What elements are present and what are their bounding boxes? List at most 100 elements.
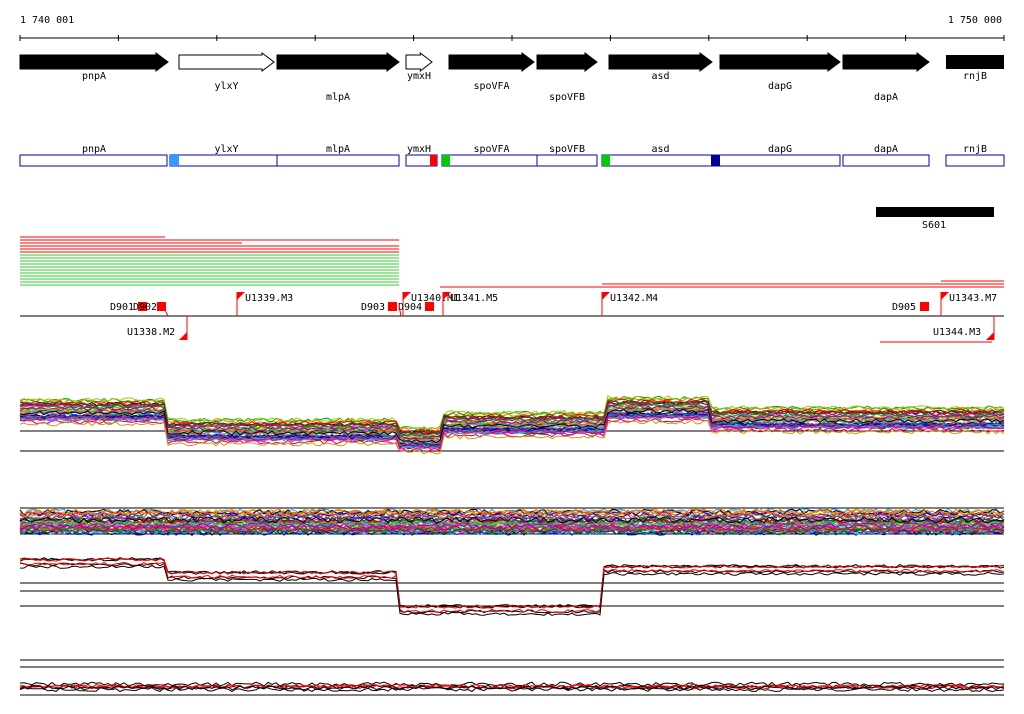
- gene-bar-label: dapG: [768, 144, 792, 155]
- gene-arrow-pnpA[interactable]: pnpA: [19, 52, 169, 82]
- expression-profile-line: [19, 399, 1005, 435]
- gene-arrow-spoVFB[interactable]: spoVFB: [536, 52, 598, 103]
- downshift-square-icon: [920, 302, 929, 311]
- gene-bar-mlpA[interactable]: mlpA: [276, 144, 400, 167]
- downshift-label: D901: [110, 302, 134, 313]
- gene-bar-label: mlpA: [326, 144, 350, 155]
- expression-profile-line: [19, 561, 1005, 613]
- downshift-marker[interactable]: D903: [361, 302, 397, 313]
- gene-arrow-dapG[interactable]: dapG: [719, 52, 841, 92]
- downshift-marker[interactable]: D901: [110, 302, 147, 313]
- gene-bar-marker: [170, 155, 179, 166]
- gene-arrow-rnjB[interactable]: rnjB: [946, 55, 1004, 82]
- gene-arrow-ylxY[interactable]: ylxY: [178, 52, 275, 92]
- gene-bar-dapG[interactable]: dapG: [711, 144, 841, 167]
- gene-arrow-ymxH[interactable]: ymxH: [405, 51, 433, 82]
- gene-bar-marker: [711, 155, 720, 166]
- gene-bar-spoVFA[interactable]: spoVFA: [441, 144, 538, 167]
- expression-profile-line: [19, 516, 1005, 524]
- expression-profile-line: [19, 524, 1005, 532]
- gene-arrow-label: ymxH: [407, 71, 431, 82]
- gene-arrow-shape: [719, 52, 841, 72]
- gene-arrow-mlpA[interactable]: mlpA: [276, 52, 400, 103]
- gene-arrow-asd[interactable]: asd: [608, 52, 713, 82]
- gene-bar-spoVFB[interactable]: spoVFB: [536, 144, 598, 167]
- upshift-label: U1342.M4: [610, 293, 658, 304]
- expression-profile-line: [19, 557, 1005, 608]
- gene-bar-marker: [442, 155, 450, 166]
- gene-bar-label: spoVFB: [549, 144, 585, 155]
- transcript-track: [20, 236, 1004, 343]
- expression-panel-3: [19, 557, 1005, 616]
- expression-panel-4: [19, 659, 1005, 696]
- gene-bar-rect: [276, 154, 400, 167]
- gene-bar-rnjB[interactable]: rnjB: [945, 144, 1005, 167]
- gene-bar-pnpA[interactable]: pnpA: [19, 144, 168, 167]
- expression-profile-line: [19, 408, 1005, 444]
- upshift-flag-icon: [403, 292, 411, 300]
- gene-bar-asd[interactable]: asd: [601, 144, 713, 167]
- expression-profile-line: [19, 564, 1005, 616]
- upshift-label: U1340.M1: [411, 293, 459, 304]
- gene-arrow-label: ylxY: [214, 81, 238, 92]
- gene-bar-rect: [536, 154, 598, 167]
- downshift-label: D902: [133, 302, 157, 313]
- downshift-marker[interactable]: D902: [133, 302, 166, 313]
- ruler-start-label: 1 740 001: [20, 15, 74, 26]
- expression-profile-line: [19, 395, 1005, 430]
- gene-arrow-shape: [536, 52, 598, 72]
- gene-bar-label: asd: [651, 144, 669, 155]
- gene-bar-label: dapA: [874, 144, 898, 155]
- gene-bar-track: pnpA ylxY mlpA ymxH spoVFA spoVFB asd dapG dapA r…: [19, 144, 1005, 167]
- gene-bar-marker: [602, 155, 610, 166]
- upshift-marker[interactable]: U1338.M2: [127, 316, 188, 340]
- upshift-marker[interactable]: U1343.M7: [940, 292, 997, 316]
- ruler-ticks: [19, 35, 1005, 41]
- region-bar[interactable]: [876, 207, 994, 217]
- downshift-label: D903: [361, 302, 385, 313]
- upshift-marker[interactable]: U1339.M3: [236, 292, 293, 316]
- gene-arrow-label: dapA: [874, 92, 898, 103]
- gene-arrow-spoVFA[interactable]: spoVFA: [448, 52, 535, 92]
- gene-bar-dapA[interactable]: dapA: [842, 144, 930, 167]
- expression-profile-line: [19, 404, 1005, 440]
- gene-arrow-shape: [405, 51, 433, 73]
- gene-bar-rect: [169, 154, 278, 167]
- gene-bar-label: ymxH: [407, 144, 431, 155]
- upshift-marker[interactable]: U1341.M5: [442, 292, 498, 316]
- gene-arrow-shape: [842, 52, 930, 72]
- gene-bar-rect: [842, 154, 930, 167]
- expression-profile-line: [19, 408, 1005, 444]
- downshift-marker[interactable]: D905: [892, 302, 929, 313]
- upshift-marker[interactable]: U1340.M1: [402, 292, 459, 316]
- expression-profile-line: [19, 410, 1005, 446]
- coordinate-ruler: 1 740 001 1 750 000: [19, 15, 1005, 41]
- downshift-square-icon: [388, 302, 397, 311]
- expression-profile-line: [19, 414, 1004, 450]
- expression-profile-line: [19, 419, 1005, 455]
- expression-profile-line: [19, 507, 1005, 515]
- upshift-label: U1343.M7: [949, 293, 997, 304]
- gene-arrow-label: spoVFB: [549, 92, 585, 103]
- expression-profile-line: [19, 511, 1005, 519]
- gene-bar-ylxY[interactable]: ylxY: [169, 144, 278, 167]
- expression-profile-line: [19, 401, 1005, 437]
- downshift-label: D905: [892, 302, 916, 313]
- downshift-square-icon: [138, 302, 147, 311]
- gene-bar-marker: [430, 155, 437, 166]
- downshift-marker[interactable]: D904: [398, 302, 434, 313]
- gene-bar-rect: [601, 154, 713, 167]
- upshift-flag-icon: [986, 332, 994, 340]
- ruler-end-label: 1 750 000: [948, 15, 1002, 26]
- region-track: S601: [876, 207, 994, 231]
- gene-arrow-dapA[interactable]: dapA: [842, 52, 930, 103]
- upshift-marker[interactable]: U1342.M4: [601, 292, 658, 316]
- gene-arrow-shape: [19, 52, 169, 72]
- gene-bar-label: pnpA: [82, 144, 106, 155]
- expression-profile-line: [19, 397, 1005, 432]
- gene-bar-rect: [441, 154, 538, 167]
- downshift-square-icon: [157, 302, 166, 311]
- upshift-marker[interactable]: U1344.M3: [933, 316, 995, 340]
- gene-arrow-shape: [448, 52, 535, 72]
- expression-profile-line: [19, 524, 1005, 532]
